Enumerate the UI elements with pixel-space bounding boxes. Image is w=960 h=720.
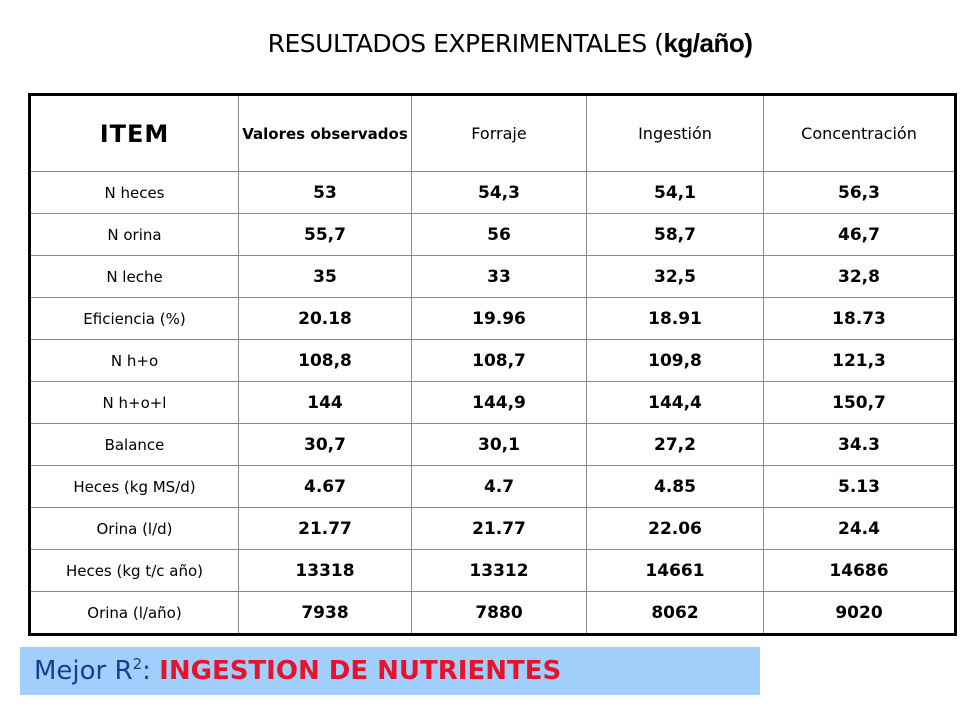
table-row: Heces (kg MS/d) 4.67 4.7 4.85 5.13 [29,465,956,508]
header-cell: Valores observados [238,94,412,172]
value-cell: 14686 [763,549,956,592]
value-cell: 9020 [763,591,956,635]
value-cell: 55,7 [238,213,412,256]
footer-box: Mejor R2: INGESTION DE NUTRIENTES [20,647,760,695]
row-label: Heces (kg t/c año) [29,549,239,592]
table-row: Balance 30,7 30,1 27,2 34.3 [29,423,956,466]
table-row: Heces (kg t/c año) 13318 13312 14661 14686 [29,549,956,592]
value-cell: 14661 [586,549,764,592]
value-cell: 56,3 [763,171,956,214]
row-label: N heces [29,171,239,214]
row-label: N h+o+l [29,381,239,424]
table-row: N orina 55,7 56 58,7 46,7 [29,213,956,256]
value-cell: 7938 [238,591,412,635]
row-label: N orina [29,213,239,256]
footer-separator: : [142,656,151,686]
value-cell: 58,7 [586,213,764,256]
table-row: N h+o+l 144 144,9 144,4 150,7 [29,381,956,424]
title-text: RESULTADOS EXPERIMENTALES ( [267,29,664,58]
value-cell: 24.4 [763,507,956,550]
value-cell: 7880 [411,591,587,635]
table-row: Orina (l/d) 21.77 21.77 22.06 24.4 [29,507,956,550]
value-cell: 144,9 [411,381,587,424]
value-cell: 108,8 [238,339,412,382]
table-row: N h+o 108,8 108,7 109,8 121,3 [29,339,956,382]
title: RESULTADOS EXPERIMENTALES (kg/año) [0,28,960,59]
value-cell: 54,1 [586,171,764,214]
footer-superscript: 2 [132,655,143,673]
value-cell: 13318 [238,549,412,592]
value-cell: 30,7 [238,423,412,466]
value-cell: 4.7 [411,465,587,508]
table-row: Orina (l/año) 7938 7880 8062 9020 [29,591,956,635]
value-cell: 4.85 [586,465,764,508]
table-row: N heces 53 54,3 54,1 56,3 [29,171,956,214]
value-cell: 35 [238,255,412,298]
row-label: Orina (l/año) [29,591,239,635]
value-cell: 5.13 [763,465,956,508]
header-cell: Forraje [411,94,587,172]
value-cell: 53 [238,171,412,214]
header-row: ITEM Valores observados Forraje Ingestión Co… [29,94,956,172]
table-row: N leche 35 33 32,5 32,8 [29,255,956,298]
value-cell: 27,2 [586,423,764,466]
value-cell: 20.18 [238,297,412,340]
row-label: N h+o [29,339,239,382]
header-cell: ITEM [29,94,239,172]
table-row: Eficiencia (%) 20.18 19.96 18.91 18.73 [29,297,956,340]
value-cell: 4.67 [238,465,412,508]
row-label: Balance [29,423,239,466]
value-cell: 21.77 [238,507,412,550]
value-cell: 22.06 [586,507,764,550]
footer-highlight: INGESTION DE NUTRIENTES [159,656,562,686]
header-cell: Ingestión [586,94,764,172]
value-cell: 56 [411,213,587,256]
value-cell: 18.73 [763,297,956,340]
row-label: Orina (l/d) [29,507,239,550]
value-cell: 33 [411,255,587,298]
value-cell: 32,5 [586,255,764,298]
value-cell: 19.96 [411,297,587,340]
value-cell: 121,3 [763,339,956,382]
value-cell: 108,7 [411,339,587,382]
value-cell: 32,8 [763,255,956,298]
value-cell: 18.91 [586,297,764,340]
value-cell: 144,4 [586,381,764,424]
results-table: ITEM Valores observados Forraje Ingestión Co… [28,93,957,636]
value-cell: 144 [238,381,412,424]
footer-label: Mejor R [34,656,133,686]
value-cell: 30,1 [411,423,587,466]
value-cell: 13312 [411,549,587,592]
value-cell: 46,7 [763,213,956,256]
value-cell: 8062 [586,591,764,635]
row-label: Heces (kg MS/d) [29,465,239,508]
value-cell: 34.3 [763,423,956,466]
header-cell: Concentración [763,94,956,172]
row-label: N leche [29,255,239,298]
value-cell: 54,3 [411,171,587,214]
value-cell: 150,7 [763,381,956,424]
title-unit: kg/año) [663,28,753,58]
row-label: Eficiencia (%) [29,297,239,340]
value-cell: 21.77 [411,507,587,550]
value-cell: 109,8 [586,339,764,382]
